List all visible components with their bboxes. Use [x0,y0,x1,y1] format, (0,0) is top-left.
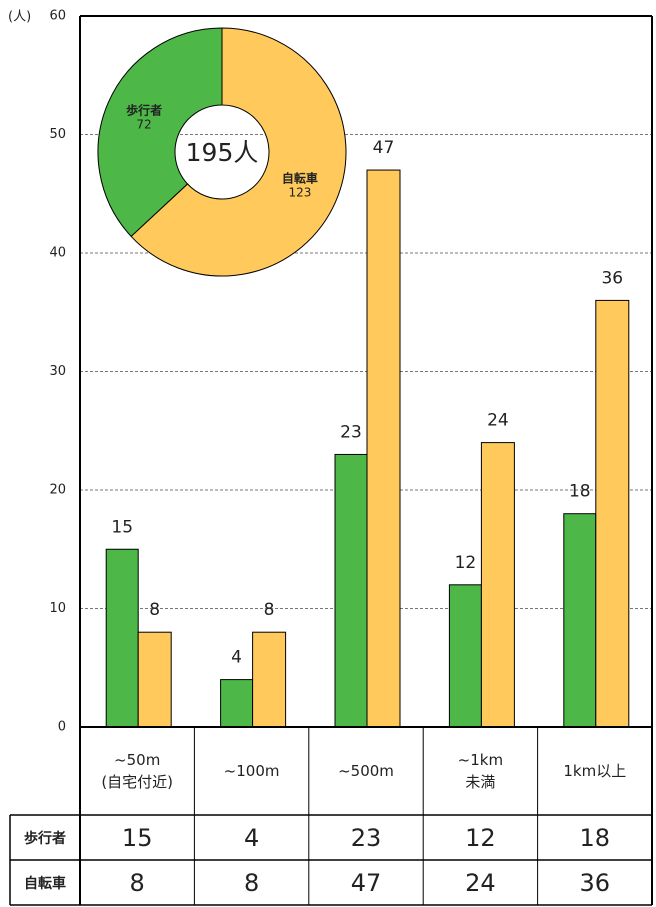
value-label: 15 [111,517,133,537]
pie-slice [97,27,223,238]
value-label: 47 [373,138,395,158]
bar [334,453,368,728]
table-value: 36 [579,868,611,897]
bar [448,584,482,728]
value-label: 24 [487,411,509,431]
y-tick-label: 30 [49,364,66,379]
y-tick-label: 50 [49,127,66,142]
pie-slice [130,27,347,277]
y-tick-label: 10 [49,601,66,616]
y-tick-label: 60 [49,9,66,24]
bar [366,169,401,728]
table-value: 15 [121,823,153,852]
x-tick-label: ~500m [338,762,394,780]
bar [105,548,139,728]
value-label: 36 [601,268,623,288]
bar [220,679,254,728]
table-value: 8 [129,868,145,897]
x-tick-label: ~1km 未満 [457,751,504,791]
bar [480,442,515,728]
bar [563,513,597,728]
y-tick-label: 40 [49,246,66,261]
table-value: 24 [465,868,496,897]
table-value: 18 [579,823,611,852]
x-tick-label: 1km以上 [563,762,627,780]
table-value: 8 [243,868,260,897]
value-label: 18 [569,482,591,502]
y-tick-label: 0 [58,720,66,735]
value-label: 23 [340,422,362,442]
x-tick-label: ~100m [223,762,280,780]
slice-value: 123 [288,185,311,199]
y-axis-label: (人) [8,10,31,25]
slice-value: 72 [136,118,151,132]
y-tick-label: 20 [49,483,66,498]
bar [252,631,287,728]
bar [137,631,172,728]
table-value: 4 [243,823,260,852]
x-tick-label: ~50m (自宅付近) [101,751,174,791]
table-value: 47 [350,868,382,897]
table-value: 12 [465,823,496,852]
slice-name: 自転車 [282,170,318,185]
value-label: 12 [455,553,477,573]
value-label: 4 [231,648,242,668]
legend-label: 自転車 [24,875,66,892]
slice-name: 歩行者 [126,103,162,118]
table-value: 23 [350,823,382,852]
value-label: 8 [264,600,275,620]
pie-center-label: 195人 [186,138,259,167]
legend-label: 歩行者 [24,830,66,847]
value-label: 8 [149,600,160,620]
bar [595,299,630,728]
